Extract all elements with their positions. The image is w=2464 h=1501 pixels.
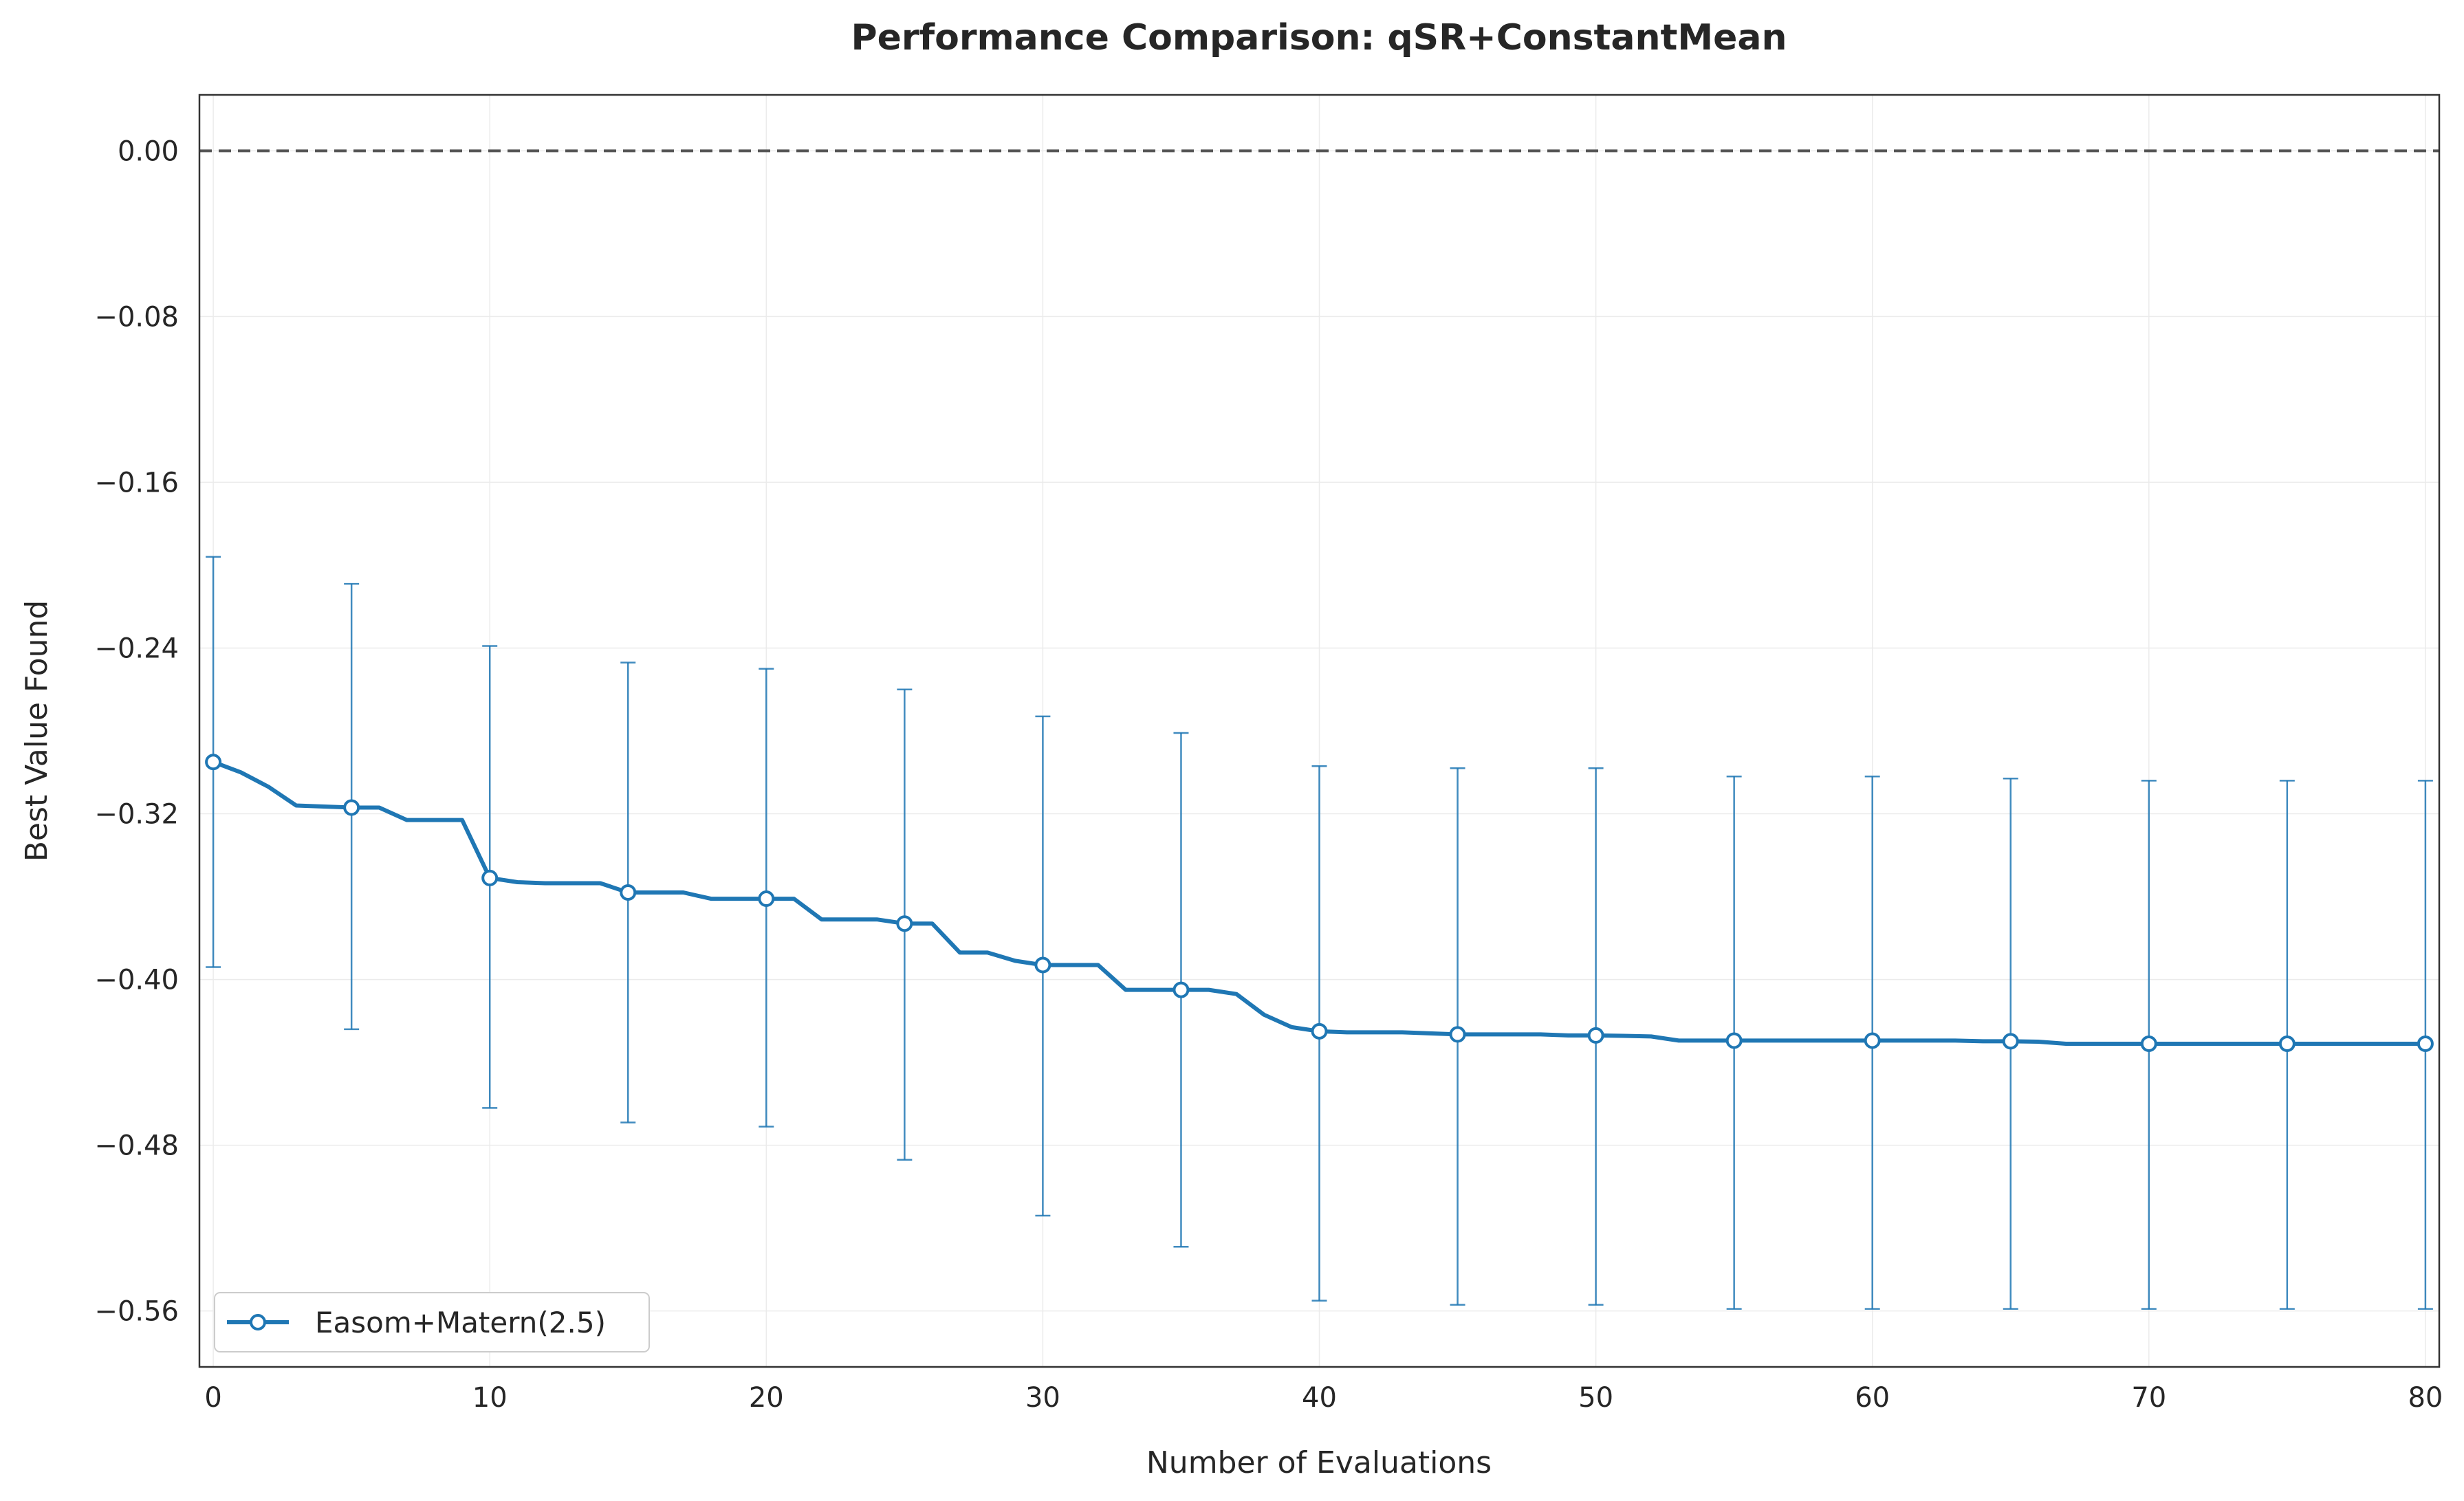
chart-title: Performance Comparison: qSR+ConstantMean xyxy=(851,17,1787,58)
y-tick-label: 0.00 xyxy=(118,135,179,167)
legend-marker-swatch xyxy=(250,1314,266,1330)
legend-label: Easom+Matern(2.5) xyxy=(315,1306,606,1339)
data-point xyxy=(1449,1026,1466,1043)
data-point xyxy=(2278,1035,2296,1052)
x-tick-label: 30 xyxy=(1025,1382,1060,1414)
x-tick-label: 70 xyxy=(2131,1382,2166,1414)
y-tick-labels: 0.00 −0.08 −0.16 −0.24 −0.32 −0.40 −0.48 −0.56 xyxy=(94,135,179,1327)
y-tick-label: −0.40 xyxy=(94,965,179,996)
data-point xyxy=(1587,1027,1604,1044)
x-tick-label: 50 xyxy=(1578,1382,1613,1414)
x-tick-label: 20 xyxy=(749,1382,784,1414)
x-tick-label: 40 xyxy=(1302,1382,1337,1414)
y-tick-label: −0.48 xyxy=(94,1130,179,1162)
data-point xyxy=(1034,956,1051,974)
data-point xyxy=(2417,1035,2434,1052)
data-point xyxy=(1725,1032,1743,1049)
y-tick-label: −0.56 xyxy=(94,1296,179,1328)
data-point xyxy=(1173,981,1190,998)
marker-layer xyxy=(205,754,2434,1052)
data-point xyxy=(481,869,499,886)
data-point xyxy=(2002,1033,2019,1050)
legend-box xyxy=(214,1292,650,1352)
plot-frame xyxy=(198,94,2441,1368)
data-point xyxy=(1864,1032,1881,1049)
x-axis-label: Number of Evaluations xyxy=(1146,1445,1492,1480)
y-axis-label: Best Value Found xyxy=(19,600,54,862)
y-tick-label: −0.32 xyxy=(94,799,179,831)
legend: Easom+Matern(2.5) xyxy=(214,1292,650,1352)
data-point xyxy=(205,754,222,771)
y-tick-label: −0.08 xyxy=(94,301,179,333)
y-tick-label: −0.16 xyxy=(94,467,179,498)
data-point xyxy=(1311,1022,1328,1040)
data-point xyxy=(896,915,913,932)
data-point xyxy=(620,884,637,901)
y-tick-label: −0.24 xyxy=(94,633,179,664)
x-tick-label: 80 xyxy=(2408,1382,2443,1414)
x-tick-labels: 0 10 20 30 40 50 60 70 80 xyxy=(204,1382,2443,1414)
x-tick-label: 60 xyxy=(1855,1382,1890,1414)
data-point xyxy=(758,890,775,908)
x-tick-label: 0 xyxy=(204,1382,221,1414)
x-tick-label: 10 xyxy=(472,1382,508,1414)
data-point xyxy=(2140,1035,2157,1052)
data-point xyxy=(343,799,360,816)
